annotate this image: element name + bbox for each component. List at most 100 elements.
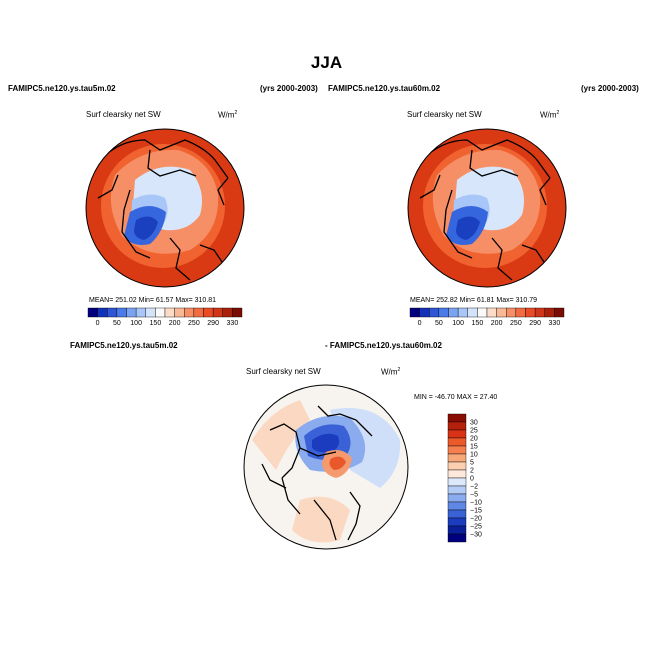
panel1-colorbar-swatch bbox=[116, 307, 127, 318]
panel2-colorbar-swatch bbox=[525, 307, 536, 318]
diff-map-border bbox=[243, 384, 409, 550]
diff-warm-strong-anomaly bbox=[329, 456, 346, 470]
panel2-colorbar-swatch bbox=[544, 307, 555, 318]
diff-colorbar-swatch bbox=[447, 445, 467, 455]
panel1-colorbar-swatch bbox=[184, 307, 195, 318]
diff-warm-pale-south bbox=[292, 496, 350, 543]
panel1-colorbar-swatch bbox=[193, 307, 204, 318]
diff-colorbar-tick-label: 20 bbox=[470, 436, 478, 443]
diff-colorbar-tick-label: −10 bbox=[470, 500, 482, 507]
panel1-colorbar-swatch bbox=[107, 307, 118, 318]
panel1-colorbar-swatch bbox=[135, 307, 146, 318]
panel2-case-label: FAMIPC5.ne120.ys.tau60m.02 bbox=[328, 84, 441, 93]
panel1-units: W/m2 bbox=[218, 110, 238, 120]
panel2-years-label: (yrs 2000-2003) bbox=[581, 84, 639, 93]
panel2-colorbar: 0 50 100 150 200 250 290 330 bbox=[409, 307, 565, 327]
panel1-colorbar-swatch bbox=[222, 307, 233, 318]
panel1-years-label: (yrs 2000-2003) bbox=[260, 84, 318, 93]
diff-colorbar-tick-label: −15 bbox=[470, 508, 482, 515]
panel1-colorbar-swatch bbox=[97, 307, 108, 318]
panel2-polar-map bbox=[408, 129, 566, 287]
panel1-coastlines bbox=[97, 139, 229, 281]
panel1-colorbar-swatch bbox=[126, 307, 137, 318]
panel1-colorbar-tick-label: 150 bbox=[150, 320, 162, 327]
panel2-colorbar-swatch bbox=[506, 307, 517, 318]
panel1-colorbar-swatch bbox=[232, 307, 243, 318]
diff-colorbar-tick-label: 0 bbox=[470, 476, 474, 483]
panel1-polar-map bbox=[86, 129, 244, 287]
panel1-colorbar: 0 50 100 150 200 250 290 330 bbox=[87, 307, 243, 327]
panel2-colorbar-swatch bbox=[477, 307, 488, 318]
panel1-colorbar-swatch bbox=[164, 307, 175, 318]
panel1-case-label: FAMIPC5.ne120.ys.tau5m.02 bbox=[8, 84, 116, 93]
panel2-colorbar-swatch bbox=[457, 307, 468, 318]
diff-units: W/m2 bbox=[381, 367, 401, 377]
panel1-colorbar-swatch bbox=[212, 307, 223, 318]
diff-case-b-label: - FAMIPC5.ne120.ys.tau60m.02 bbox=[325, 341, 442, 350]
panel1-colorbar-tick-label: 330 bbox=[227, 320, 239, 327]
panel2-colorbar-swatch bbox=[486, 307, 497, 318]
panel1-stats: MEAN= 251.02 Min= 61.57 Max= 310.81 bbox=[89, 297, 217, 304]
diff-colorbar-tick-label: 30 bbox=[470, 420, 478, 427]
panel2-map-border bbox=[407, 128, 567, 288]
diff-colorbar-swatch bbox=[447, 501, 467, 511]
diff-colorbar-tick-label: 2 bbox=[470, 468, 474, 475]
diff-colorbar-swatch bbox=[447, 485, 467, 495]
diff-colorbar-tick-label: −25 bbox=[470, 524, 482, 531]
panel2-coastlines bbox=[419, 139, 551, 281]
panel2-colorbar-swatch bbox=[438, 307, 449, 318]
figure-title: JJA bbox=[310, 53, 343, 72]
diff-colorbar-tick-label: −20 bbox=[470, 516, 482, 523]
diff-colorbar-tick-label: −2 bbox=[470, 484, 478, 491]
panel2-colorbar-swatch bbox=[429, 307, 440, 318]
diff-colorbar-swatch bbox=[447, 525, 467, 535]
panel1-greenland-core bbox=[134, 216, 158, 240]
panel1-colorbar-tick-label: 100 bbox=[130, 320, 142, 327]
panel2-units: W/m2 bbox=[540, 110, 560, 120]
panel2-colorbar-swatch bbox=[515, 307, 526, 318]
panel2-colorbar-swatch bbox=[554, 307, 565, 318]
diff-colorbar-swatch bbox=[447, 429, 467, 439]
panel1-colorbar-tick-label: 290 bbox=[207, 320, 219, 327]
diff-colorbar-swatch bbox=[447, 421, 467, 431]
panel2-colorbar-tick-label: 50 bbox=[435, 320, 443, 327]
diff-colorbar-tick-label: −30 bbox=[470, 532, 482, 539]
diff-coastlines bbox=[261, 405, 373, 541]
panel2-colorbar-swatch bbox=[409, 307, 420, 318]
panel2-colorbar-tick-label: 100 bbox=[452, 320, 464, 327]
diff-colorbar-tick-label: 5 bbox=[470, 460, 474, 467]
panel2-colorbar-tick-label: 150 bbox=[472, 320, 484, 327]
diff-colorbar-tick-label: −5 bbox=[470, 492, 478, 499]
diff-colorbar-swatch bbox=[447, 437, 467, 447]
diff-colorbar-swatch bbox=[447, 493, 467, 503]
diff-case-a-label: FAMIPC5.ne120.ys.tau5m.02 bbox=[70, 341, 178, 350]
panel2-colorbar-swatch bbox=[467, 307, 478, 318]
panel2-colorbar-swatch bbox=[419, 307, 430, 318]
panel2-colorbar-tick-label: 0 bbox=[418, 320, 422, 327]
diff-colorbar-swatch bbox=[447, 461, 467, 471]
panel1-colorbar-tick-label: 200 bbox=[169, 320, 181, 327]
diff-colorbar-tick-label: 10 bbox=[470, 452, 478, 459]
panel1-colorbar-swatch bbox=[145, 307, 156, 318]
panel2-colorbar-swatch bbox=[534, 307, 545, 318]
diff-colorbar-tick-label: 15 bbox=[470, 444, 478, 451]
diff-stats: MIN = -46.70 MAX = 27.40 bbox=[414, 394, 498, 401]
panel2-colorbar-tick-label: 330 bbox=[549, 320, 561, 327]
panel2-colorbar-tick-label: 290 bbox=[529, 320, 541, 327]
panel1-colorbar-swatch bbox=[155, 307, 166, 318]
difference-polar-map bbox=[244, 385, 408, 549]
diff-colorbar-swatch bbox=[447, 453, 467, 463]
panel2-colorbar-tick-label: 200 bbox=[491, 320, 503, 327]
diff-colorbar-swatch bbox=[447, 469, 467, 479]
diff-colorbar-swatch bbox=[447, 517, 467, 527]
diff-warm-pale-west bbox=[252, 400, 310, 470]
panel1-colorbar-swatch bbox=[87, 307, 98, 318]
diff-variable-title: Surf clearsky net SW bbox=[246, 367, 321, 376]
diff-colorbar-tick-label: 25 bbox=[470, 428, 478, 435]
panel2-stats: MEAN= 252.82 Min= 61.81 Max= 310.79 bbox=[410, 297, 538, 304]
diff-cool-deep-core bbox=[312, 433, 340, 453]
panel1-colorbar-swatch bbox=[203, 307, 214, 318]
panel2-colorbar-tick-label: 250 bbox=[510, 320, 522, 327]
